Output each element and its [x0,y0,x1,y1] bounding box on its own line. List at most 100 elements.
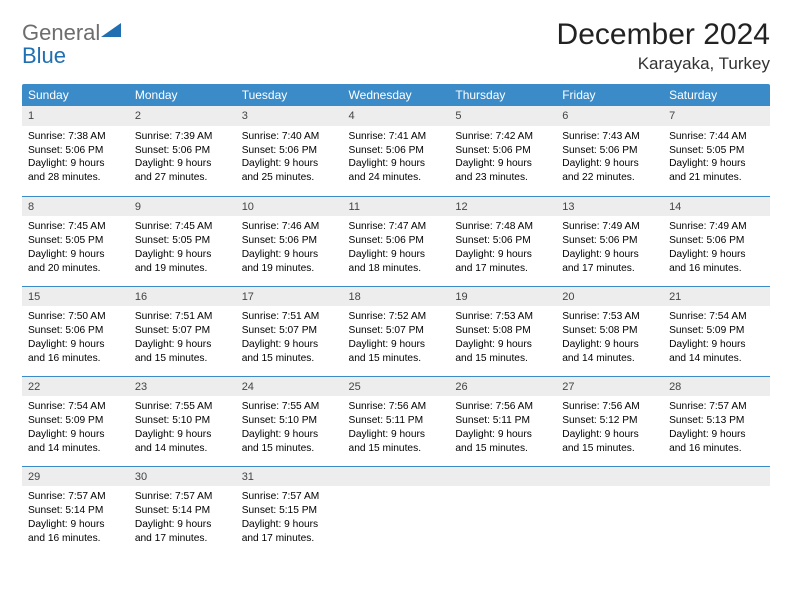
day-number: 24 [236,377,343,397]
day-number: 21 [663,287,770,307]
calendar-day-cell: 11 Sunrise: 7:47 AMSunset: 5:06 PMDayligh… [343,196,450,286]
brand-text: General Blue [22,22,122,68]
day-details: Sunrise: 7:51 AMSunset: 5:07 PMDaylight:… [242,310,337,365]
day-details: Sunrise: 7:38 AMSunset: 5:06 PMDaylight:… [28,130,123,185]
calendar-day-cell: 5 Sunrise: 7:42 AMSunset: 5:06 PMDaylight… [449,106,556,196]
sunset-line: Sunset: 5:06 PM [349,234,444,248]
day-details: Sunrise: 7:41 AMSunset: 5:06 PMDaylight:… [349,130,444,185]
day-number: 12 [449,197,556,217]
sunrise-line: Sunrise: 7:54 AM [28,400,123,414]
sunrise-line: Sunrise: 7:42 AM [455,130,550,144]
sunrise-line: Sunrise: 7:53 AM [562,310,657,324]
daylight-line: Daylight: 9 hours and 17 minutes. [455,248,550,276]
brand-sail-icon [100,22,122,45]
day-number: 11 [343,197,450,217]
sunset-line: Sunset: 5:06 PM [455,144,550,158]
sunset-line: Sunset: 5:07 PM [242,324,337,338]
sunrise-line: Sunrise: 7:51 AM [135,310,230,324]
sunset-line: Sunset: 5:12 PM [562,414,657,428]
calendar-day-cell: 30Sunrise: 7:57 AMSunset: 5:14 PMDayligh… [129,466,236,556]
header: General Blue December 2024 Karayaka, Tur… [22,18,770,74]
sunset-line: Sunset: 5:08 PM [455,324,550,338]
sunrise-line: Sunrise: 7:51 AM [242,310,337,324]
sunset-line: Sunset: 5:06 PM [242,144,337,158]
calendar-day-cell: 17Sunrise: 7:51 AMSunset: 5:07 PMDayligh… [236,286,343,376]
weekday-header: Friday [556,84,663,106]
sunset-line: Sunset: 5:09 PM [28,414,123,428]
daylight-line: Daylight: 9 hours and 21 minutes. [669,157,764,185]
sunset-line: Sunset: 5:11 PM [455,414,550,428]
day-details: Sunrise: 7:49 AMSunset: 5:06 PMDaylight:… [562,220,657,275]
sunset-line: Sunset: 5:06 PM [135,144,230,158]
calendar-day-cell: 10Sunrise: 7:46 AMSunset: 5:06 PMDayligh… [236,196,343,286]
daylight-line: Daylight: 9 hours and 24 minutes. [349,157,444,185]
daylight-line: Daylight: 9 hours and 20 minutes. [28,248,123,276]
calendar-day-cell: 14 Sunrise: 7:49 AMSunset: 5:06 PMDayligh… [663,196,770,286]
day-details: Sunrise: 7:42 AMSunset: 5:06 PMDaylight:… [455,130,550,185]
day-number: 26 [449,377,556,397]
calendar-week-row: 1 Sunrise: 7:38 AMSunset: 5:06 PMDaylight… [22,106,770,196]
day-number: 27 [556,377,663,397]
calendar-day-cell: 22Sunrise: 7:54 AMSunset: 5:09 PMDayligh… [22,376,129,466]
day-details: Sunrise: 7:43 AMSunset: 5:06 PMDaylight:… [562,130,657,185]
day-details: Sunrise: 7:56 AMSunset: 5:11 PMDaylight:… [455,400,550,455]
calendar-day-cell: 26 Sunrise: 7:56 AMSunset: 5:11 PMDayligh… [449,376,556,466]
sunrise-line: Sunrise: 7:39 AM [135,130,230,144]
day-details: Sunrise: 7:55 AMSunset: 5:10 PMDaylight:… [242,400,337,455]
calendar-week-row: 15Sunrise: 7:50 AMSunset: 5:06 PMDayligh… [22,286,770,376]
daylight-line: Daylight: 9 hours and 15 minutes. [562,428,657,456]
brand-word-1: General [22,20,100,45]
sunset-line: Sunset: 5:05 PM [28,234,123,248]
sunset-line: Sunset: 5:14 PM [135,504,230,518]
day-details: Sunrise: 7:48 AMSunset: 5:06 PMDaylight:… [455,220,550,275]
daylight-line: Daylight: 9 hours and 25 minutes. [242,157,337,185]
daylight-line: Daylight: 9 hours and 19 minutes. [135,248,230,276]
day-details: Sunrise: 7:56 AMSunset: 5:12 PMDaylight:… [562,400,657,455]
daylight-line: Daylight: 9 hours and 14 minutes. [562,338,657,366]
weekday-header: Tuesday [236,84,343,106]
calendar-day-cell: 12 Sunrise: 7:48 AMSunset: 5:06 PMDayligh… [449,196,556,286]
daylight-line: Daylight: 9 hours and 17 minutes. [562,248,657,276]
sunset-line: Sunset: 5:07 PM [349,324,444,338]
calendar-day-cell: 20Sunrise: 7:53 AMSunset: 5:08 PMDayligh… [556,286,663,376]
daylight-line: Daylight: 9 hours and 16 minutes. [669,248,764,276]
calendar-day-cell: 28Sunrise: 7:57 AMSunset: 5:13 PMDayligh… [663,376,770,466]
daylight-line: Daylight: 9 hours and 14 minutes. [135,428,230,456]
sunset-line: Sunset: 5:06 PM [28,144,123,158]
day-details: Sunrise: 7:39 AMSunset: 5:06 PMDaylight:… [135,130,230,185]
day-number: 15 [22,287,129,307]
calendar-day-cell: 18Sunrise: 7:52 AMSunset: 5:07 PMDayligh… [343,286,450,376]
daylight-line: Daylight: 9 hours and 19 minutes. [242,248,337,276]
day-number: 20 [556,287,663,307]
daylight-line: Daylight: 9 hours and 15 minutes. [455,338,550,366]
sunrise-line: Sunrise: 7:52 AM [349,310,444,324]
day-number: 31 [236,467,343,487]
sunset-line: Sunset: 5:07 PM [135,324,230,338]
calendar-week-row: 22Sunrise: 7:54 AMSunset: 5:09 PMDayligh… [22,376,770,466]
calendar-week-row: 29Sunrise: 7:57 AMSunset: 5:14 PMDayligh… [22,466,770,556]
calendar-day-cell: 19Sunrise: 7:53 AMSunset: 5:08 PMDayligh… [449,286,556,376]
weekday-header: Sunday [22,84,129,106]
calendar-day-cell: 31 Sunrise: 7:57 AMSunset: 5:15 PMDayligh… [236,466,343,556]
calendar-day-cell: 23Sunrise: 7:55 AMSunset: 5:10 PMDayligh… [129,376,236,466]
daylight-line: Daylight: 9 hours and 15 minutes. [135,338,230,366]
day-number: 5 [449,106,556,126]
day-number: 1 [22,106,129,126]
sunrise-line: Sunrise: 7:47 AM [349,220,444,234]
calendar-day-cell: 8Sunrise: 7:45 AMSunset: 5:05 PMDaylight… [22,196,129,286]
sunrise-line: Sunrise: 7:56 AM [349,400,444,414]
calendar-header-row: SundayMondayTuesdayWednesdayThursdayFrid… [22,84,770,106]
day-details: Sunrise: 7:47 AMSunset: 5:06 PMDaylight:… [349,220,444,275]
daylight-line: Daylight: 9 hours and 16 minutes. [669,428,764,456]
calendar-day-cell: 3Sunrise: 7:40 AMSunset: 5:06 PMDaylight… [236,106,343,196]
sunset-line: Sunset: 5:06 PM [562,234,657,248]
daylight-line: Daylight: 9 hours and 14 minutes. [28,428,123,456]
day-details: Sunrise: 7:57 AMSunset: 5:15 PMDaylight:… [242,490,337,545]
day-number: 25 [343,377,450,397]
daylight-line: Daylight: 9 hours and 17 minutes. [242,518,337,546]
sunset-line: Sunset: 5:14 PM [28,504,123,518]
day-number: 14 [663,197,770,217]
daylight-line: Daylight: 9 hours and 22 minutes. [562,157,657,185]
day-details: Sunrise: 7:49 AMSunset: 5:06 PMDaylight:… [669,220,764,275]
sunrise-line: Sunrise: 7:56 AM [562,400,657,414]
